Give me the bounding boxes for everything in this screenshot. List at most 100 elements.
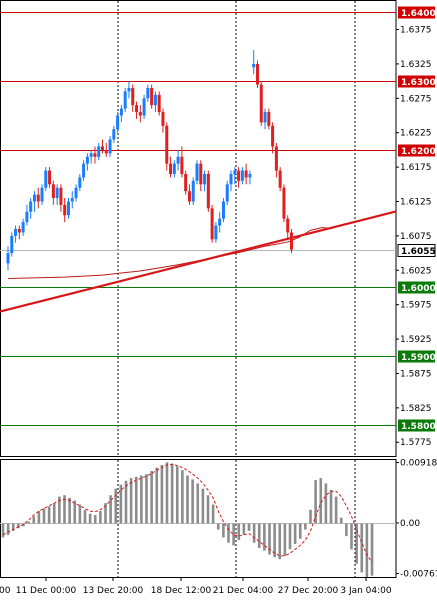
histogram-bar [242,523,246,535]
candle-body [172,163,176,174]
histogram-bar [293,523,297,545]
candle-body [225,184,229,202]
histogram-bar [288,523,292,550]
oscillator-tick-label: 0.00 [400,519,420,529]
histogram-bar [99,511,102,524]
level-label: 1.6000 [401,284,436,294]
candle-body [263,112,267,123]
candle-body [221,201,225,219]
candle-body [10,235,14,254]
histogram-bar [17,523,20,529]
candle-body [255,63,259,85]
price-tick-label: 1.5875 [400,369,432,379]
candle-body [274,146,278,171]
histogram-bar [42,508,46,524]
candle-body [203,173,207,185]
price-tick-label: 1.5925 [400,335,432,345]
histogram-bar [165,462,169,524]
histogram-bar [27,521,30,524]
histogram-bar [201,488,205,524]
candle-body [123,91,127,109]
histogram-bar [191,479,194,524]
candle-body [21,222,25,233]
histogram-bar [63,495,66,524]
histogram-bar [73,500,77,524]
candle-body [63,204,67,216]
histogram-bar [355,523,358,564]
price-tick-label: 1.6275 [400,94,432,104]
histogram-bar [32,516,36,524]
price-tick-label: 1.6225 [400,129,432,139]
histogram-bar [11,523,15,531]
histogram-bar [68,497,71,524]
histogram-bar [124,480,128,524]
histogram-bar [237,523,241,541]
candle-body [36,194,40,202]
candle-body [17,229,21,233]
level-label: 1.5800 [401,422,436,432]
price-tick-label: 1.6375 [400,26,432,36]
histogram-bar [350,523,353,550]
histogram-bar [37,511,41,524]
candle-body [157,94,161,113]
histogram-bar [129,478,133,524]
candle-body [271,125,275,147]
price-tick-label: 1.6125 [400,197,432,207]
candle-body [169,163,173,174]
level-label: 1.6400 [401,9,436,19]
candle-body [93,153,97,157]
candle-body [233,170,237,174]
histogram-bar [304,523,307,530]
candle-body [206,173,210,209]
price-tick-label: 1.5975 [400,301,432,311]
price-tick-label: 1.6075 [400,232,432,242]
histogram-bar [273,523,276,558]
histogram-bar [206,495,210,524]
candle-body [138,112,142,116]
candle-body [142,98,146,116]
level-label-box [398,419,435,432]
candle-body [252,63,256,68]
candle-body [195,163,199,181]
histogram-bar [339,517,343,524]
histogram-bar [119,484,123,524]
histogram-bar [324,483,328,524]
time-tick-label: 11 Dec 00:00 [16,586,77,596]
histogram-bar [263,523,266,551]
candle-body [184,173,188,192]
candle-body [187,191,191,202]
current-price-label: 1.6055 [401,247,436,257]
candle-body [6,253,10,264]
candle-body [108,139,112,154]
level-label-box [398,281,435,294]
histogram-bar [211,504,215,524]
candle-body [55,187,59,199]
price-panel-frame [0,0,397,457]
candle-body [127,87,131,92]
candle-body [282,187,286,219]
histogram-bar [283,523,287,556]
candle-body [153,94,157,106]
histogram-bar [247,523,251,531]
candle-body [180,156,184,174]
oscillator-tick-label: -0.00767 [400,570,437,580]
candle-body [210,208,214,240]
price-panel: 1.6375 1.6325 1.6275 1.6225 1.6175 1.6125 1.60… [0,0,436,457]
histogram-bar [52,503,56,524]
histogram-bar [268,523,271,555]
candle-body [146,87,150,99]
histogram-bar [83,509,87,524]
trendline [0,210,397,313]
histogram-bar [1,523,5,538]
histogram-bar [329,489,333,524]
price-tick-label: 1.6175 [400,163,432,173]
candle-body [104,149,108,154]
candle-body [199,163,203,185]
histogram-bar [6,523,10,535]
oscillator-panel: 0.00918 0.00 -0.00767 [0,458,437,580]
histogram-bar [134,476,138,524]
level-label-box [398,144,435,157]
histogram-bar [93,515,97,524]
